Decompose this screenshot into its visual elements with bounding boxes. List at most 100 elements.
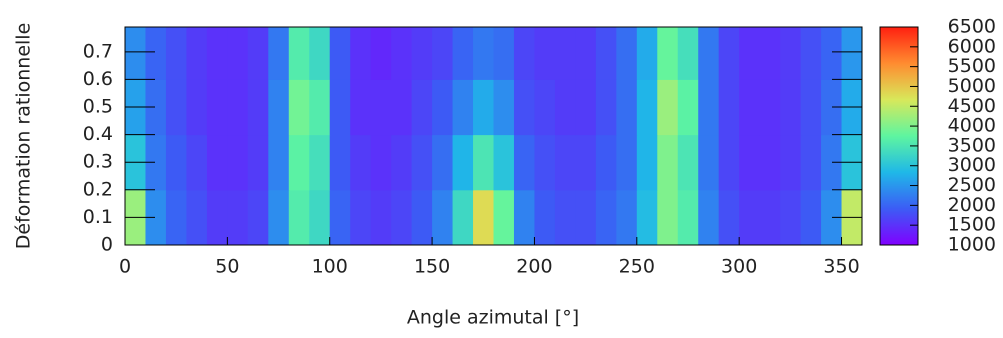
heatmap-cell [780,134,802,191]
colorbar-tick-label: 3500 [948,134,996,156]
heatmap-cell [350,79,372,136]
heatmap-cell [268,189,290,246]
heatmap-cell [165,27,187,80]
heatmap-cell [227,27,249,80]
heatmap-cell [636,27,658,80]
heatmap-cell [227,134,249,191]
heatmap-cell [165,134,187,191]
heatmap [125,27,863,246]
y-tick-label: 0.4 [83,123,113,145]
heatmap-cell [718,189,740,246]
colorbar-tick-label: 6000 [948,35,996,57]
colorbar-tick-label: 5500 [948,55,996,77]
heatmap-cell [821,27,843,80]
heatmap-cell [473,27,494,80]
heatmap-cell [165,189,187,246]
heatmap-cell [513,134,535,191]
colorbar-tick-label: 3000 [948,154,996,176]
heatmap-cell [247,189,269,246]
heatmap-cell [473,134,494,191]
heatmap-cell [309,189,331,246]
heatmap-cell [493,27,515,80]
colorbar-tick-label: 1000 [948,234,996,256]
heatmap-cell [391,134,413,191]
heatmap-cell [800,79,822,136]
heatmap-cell [452,189,474,246]
heatmap-cell [206,189,228,246]
heatmap-cell [473,189,494,246]
heatmap-cell [595,27,617,80]
heatmap-cell [595,134,617,191]
heatmap-cell [206,79,228,136]
x-tick-label: 150 [414,256,450,278]
heatmap-cell [554,134,576,191]
heatmap-cell [513,189,535,246]
x-tick-label: 0 [119,256,131,278]
heatmap-cell [821,134,843,191]
heatmap-cell [759,27,781,80]
y-tick-label: 0.1 [83,206,113,228]
heatmap-cell [698,79,720,136]
heatmap-cell [595,79,617,136]
heatmap-cell [575,134,597,191]
heatmap-cell [165,79,187,136]
heatmap-cell [391,79,413,136]
heatmap-cell [718,79,740,136]
heatmap-cell [534,134,556,191]
heatmap-cell [636,189,658,246]
heatmap-cell [493,79,515,136]
heatmap-cell [780,27,802,80]
heatmap-cell [534,79,556,136]
heatmap-cell [247,134,269,191]
heatmap-cell [636,134,658,191]
heatmap-cell [575,27,597,80]
heatmap-cell [247,79,269,136]
colorbar-tick-label: 5000 [948,75,996,97]
heatmap-cell [800,134,822,191]
heatmap-cell [493,134,515,191]
heatmap-cell [698,27,720,80]
x-tick-label: 350 [823,256,859,278]
heatmap-cell [616,134,638,191]
heatmap-cell [268,79,290,136]
y-tick-label: 0.6 [83,68,113,90]
heatmap-cell [452,27,474,80]
x-tick-label: 300 [721,256,757,278]
heatmap-cell [616,27,638,80]
heatmap-cell [616,79,638,136]
heatmap-cell [350,134,372,191]
heatmap-cell [698,134,720,191]
heatmap-cell [554,79,576,136]
heatmap-cell [350,189,372,246]
heatmap-cell [432,79,454,136]
heatmap-cell [821,189,843,246]
heatmap-cell [452,134,474,191]
heatmap-cell [718,27,740,80]
colorbar-tick-label: 1500 [948,214,996,236]
heatmap-cell [432,27,454,80]
heatmap-cell [288,189,310,246]
heatmap-cell [780,79,802,136]
heatmap-cell [411,79,433,136]
heatmap-cell [595,189,617,246]
heatmap-cell [759,79,781,136]
heatmap-cell [370,134,392,191]
heatmap-cell [288,27,310,80]
heatmap-cell [657,189,679,246]
heatmap-cell [206,27,228,80]
heatmap-cell [554,189,576,246]
heatmap-cell [821,79,843,136]
heatmap-cell [411,189,433,246]
heatmap-cell [493,189,515,246]
heatmap-cell [780,189,802,246]
heatmap-cell [411,27,433,80]
heatmap-cell [759,134,781,191]
heatmap-cell [677,134,699,191]
y-tick-label: 0.3 [83,151,113,173]
plot-frame [124,26,863,246]
heatmap-cell [411,134,433,191]
heatmap-cell [554,27,576,80]
x-tick-label: 50 [215,256,239,278]
heatmap-cell [575,79,597,136]
